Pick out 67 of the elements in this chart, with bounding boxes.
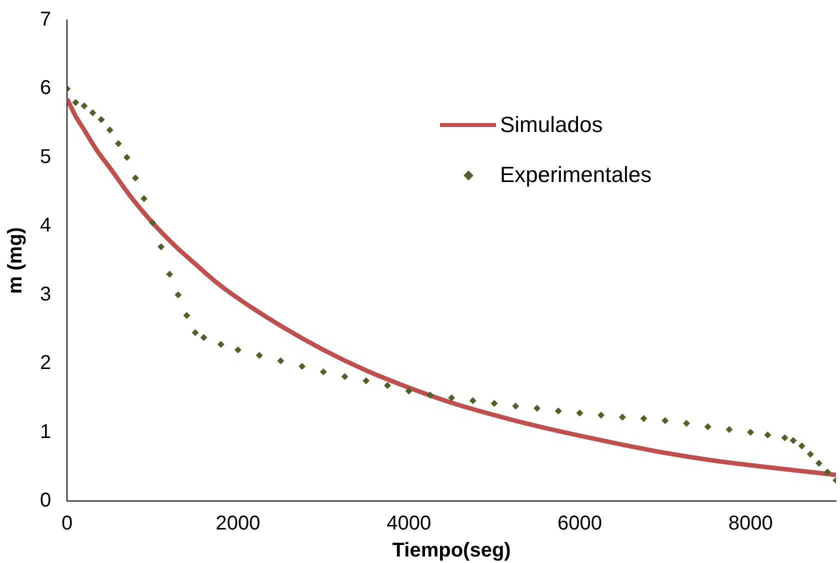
point bbox=[798, 442, 806, 450]
y-tick-label: 6 bbox=[40, 77, 52, 100]
point bbox=[448, 394, 456, 402]
point bbox=[72, 98, 80, 106]
point bbox=[123, 154, 130, 161]
point bbox=[256, 352, 263, 359]
point bbox=[140, 195, 148, 202]
legend-label: Experimentales bbox=[500, 162, 652, 188]
point bbox=[781, 434, 788, 442]
point bbox=[726, 426, 733, 434]
point bbox=[217, 340, 224, 348]
point bbox=[512, 402, 520, 410]
point bbox=[682, 420, 690, 427]
point bbox=[298, 362, 306, 370]
x-tick-label: 4000 bbox=[386, 512, 432, 535]
y-axis-title: m (mg) bbox=[4, 227, 27, 294]
point bbox=[426, 392, 434, 399]
point bbox=[533, 404, 540, 412]
point bbox=[89, 109, 96, 116]
point bbox=[166, 270, 174, 278]
point bbox=[790, 437, 797, 444]
point bbox=[174, 291, 182, 298]
point bbox=[554, 407, 562, 414]
y-tick-label: 5 bbox=[40, 146, 52, 168]
point bbox=[824, 468, 831, 476]
point bbox=[277, 357, 284, 364]
y-tick-label: 3 bbox=[40, 283, 52, 306]
x-tick-label: 2000 bbox=[216, 512, 260, 535]
point bbox=[234, 346, 242, 354]
point bbox=[149, 219, 156, 226]
point bbox=[576, 410, 584, 417]
y-tick-label: 2 bbox=[40, 352, 52, 374]
y-tick-label: 7 bbox=[40, 8, 52, 31]
point bbox=[362, 377, 370, 384]
point bbox=[98, 116, 105, 124]
point bbox=[341, 373, 348, 380]
point bbox=[200, 334, 208, 341]
legend-label: Simulados bbox=[500, 112, 603, 138]
point bbox=[158, 243, 165, 250]
point bbox=[640, 415, 648, 422]
point bbox=[106, 126, 114, 134]
x-tick-label: 6000 bbox=[557, 512, 602, 535]
point bbox=[764, 432, 772, 439]
y-tick-label: 4 bbox=[40, 214, 52, 237]
point bbox=[384, 382, 391, 390]
point bbox=[469, 397, 476, 404]
point bbox=[598, 412, 605, 419]
y-tick-label: 0 bbox=[40, 490, 52, 512]
point bbox=[490, 400, 498, 407]
point bbox=[320, 368, 327, 376]
point bbox=[183, 312, 190, 319]
point bbox=[618, 414, 626, 421]
point bbox=[806, 450, 814, 458]
x-axis-title: Tiempo(seg) bbox=[392, 540, 511, 562]
point bbox=[704, 423, 712, 430]
point bbox=[80, 102, 88, 110]
y-tick-label: 1 bbox=[40, 420, 52, 443]
x-tick-label: 8000 bbox=[728, 512, 773, 535]
point bbox=[114, 140, 122, 148]
x-tick-label: 0 bbox=[62, 512, 73, 535]
line-series bbox=[67, 96, 836, 478]
point bbox=[192, 329, 199, 336]
point bbox=[132, 174, 139, 182]
point bbox=[405, 388, 412, 395]
point bbox=[815, 460, 822, 467]
point bbox=[662, 417, 669, 424]
point bbox=[747, 428, 754, 436]
